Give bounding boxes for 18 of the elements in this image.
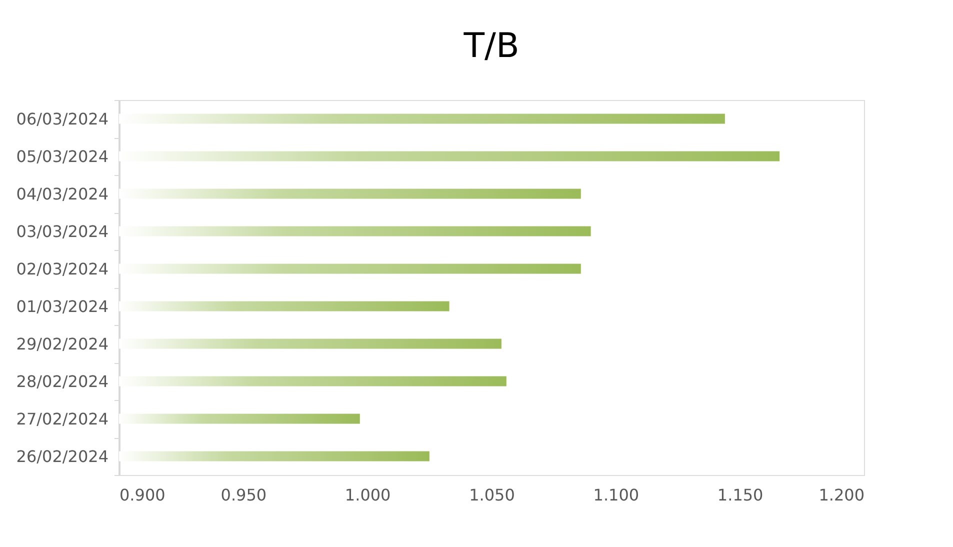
- x-tick-label: 1.100: [593, 486, 640, 504]
- y-tick-label: 27/02/2024: [16, 409, 108, 428]
- chart-title: T/B: [462, 26, 520, 66]
- x-tick-label: 1.000: [344, 486, 391, 504]
- x-tick-label: 1.150: [717, 486, 764, 504]
- x-tick-label: 0.950: [220, 486, 267, 504]
- x-tick-label: 0.900: [120, 486, 166, 504]
- y-tick-label: 04/03/2024: [16, 184, 108, 204]
- y-tick-label: 05/03/2024: [16, 146, 108, 166]
- y-tick-label: 28/02/2024: [16, 372, 108, 391]
- y-tick-label: 06/03/2024: [16, 109, 108, 128]
- y-tick-label: 26/02/2024: [16, 446, 108, 466]
- x-tick-label: 1.200: [818, 486, 864, 504]
- y-tick-label: 01/03/2024: [16, 296, 108, 316]
- x-tick-label: 1.050: [469, 486, 515, 504]
- y-tick-label: 02/03/2024: [16, 259, 108, 278]
- y-tick-label: 03/03/2024: [16, 222, 108, 241]
- y-tick-label: 29/02/2024: [16, 334, 108, 354]
